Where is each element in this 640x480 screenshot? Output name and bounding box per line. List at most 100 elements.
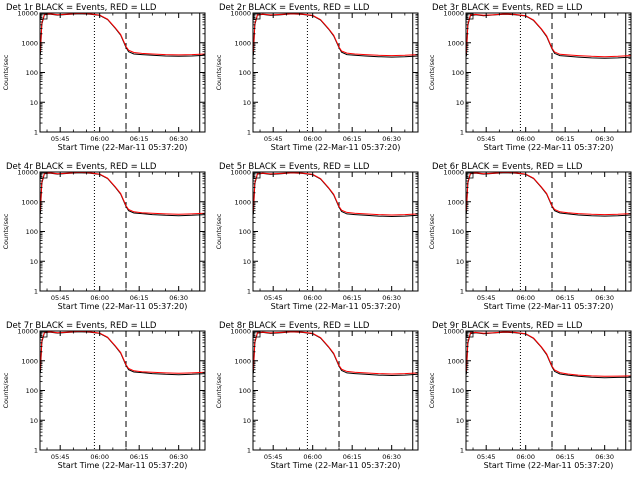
- corner-marker: [466, 331, 474, 338]
- panel-det-1r: Det 1r BLACK = Events, RED = LLD Counts/s…: [2, 3, 206, 152]
- y-tick-label: 100: [239, 69, 251, 77]
- x-tick-label: 06:00: [516, 294, 535, 302]
- y-tick-label: 1: [460, 447, 464, 455]
- y-tick-label: 1000: [21, 198, 38, 206]
- y-tick-label: 100: [452, 387, 464, 395]
- y-axis-label: Counts/sec: [2, 213, 10, 249]
- y-tick-label: 1: [247, 129, 251, 137]
- corner-marker: [466, 172, 474, 179]
- series-line-lld: [253, 13, 418, 57]
- panel-det-3r: Det 3r BLACK = Events, RED = LLD Counts/s…: [428, 3, 632, 152]
- plot-area: [253, 172, 418, 291]
- x-tick-label: 06:30: [595, 453, 614, 461]
- series-line-lld: [253, 331, 418, 375]
- chart-title: Det 2r BLACK = Events, RED = LLD: [219, 3, 370, 13]
- y-tick-label: 10: [456, 258, 464, 266]
- x-tick-label: 05:45: [264, 135, 283, 143]
- x-tick-label: 06:00: [303, 294, 322, 302]
- x-tick-label: 05:45: [51, 135, 70, 143]
- y-tick-label: 1: [34, 447, 38, 455]
- plot-area: [253, 13, 418, 132]
- x-tick-label: 05:45: [264, 294, 283, 302]
- x-axis-label: Start Time (22-Mar-11 05:37:20): [484, 143, 614, 152]
- x-axis-label: Start Time (22-Mar-11 05:37:20): [271, 302, 401, 311]
- y-tick-label: 10000: [443, 169, 464, 177]
- x-tick-label: 06:30: [595, 294, 614, 302]
- chart-title: Det 3r BLACK = Events, RED = LLD: [432, 3, 583, 13]
- panel-det-7r: Det 7r BLACK = Events, RED = LLD Counts/s…: [2, 321, 206, 470]
- plot-area: [466, 13, 631, 132]
- y-axis-label: Counts/sec: [215, 213, 223, 249]
- panel-det-2r: Det 2r BLACK = Events, RED = LLD Counts/s…: [215, 3, 419, 152]
- y-axis-label: Counts/sec: [428, 372, 436, 408]
- y-axis-label: Counts/sec: [215, 54, 223, 90]
- plot-area: [253, 331, 418, 450]
- plot-area: [40, 172, 205, 291]
- x-tick-label: 06:15: [343, 294, 362, 302]
- y-tick-label: 100: [26, 69, 38, 77]
- x-tick-label: 06:15: [556, 294, 575, 302]
- y-tick-label: 1: [460, 288, 464, 296]
- panel-det-9r: Det 9r BLACK = Events, RED = LLD Counts/s…: [428, 321, 632, 470]
- y-tick-label: 1: [247, 447, 251, 455]
- y-tick-label: 10: [30, 417, 38, 425]
- x-tick-label: 06:30: [169, 294, 188, 302]
- y-tick-label: 100: [26, 228, 38, 236]
- x-tick-label: 05:45: [477, 294, 496, 302]
- x-tick-label: 06:15: [556, 453, 575, 461]
- series-line-lld: [40, 13, 205, 56]
- y-tick-label: 1: [460, 129, 464, 137]
- x-tick-label: 05:45: [264, 453, 283, 461]
- y-tick-label: 10000: [230, 169, 251, 177]
- corner-marker: [40, 172, 48, 179]
- y-tick-label: 10: [243, 99, 251, 107]
- series-line-lld: [466, 331, 631, 377]
- x-tick-label: 06:00: [303, 453, 322, 461]
- series-line-lld: [40, 172, 205, 215]
- x-tick-label: 06:15: [130, 294, 149, 302]
- x-tick-label: 06:15: [343, 135, 362, 143]
- x-axis-label: Start Time (22-Mar-11 05:37:20): [484, 302, 614, 311]
- y-tick-label: 100: [239, 228, 251, 236]
- x-tick-label: 05:45: [51, 294, 70, 302]
- corner-marker: [253, 331, 261, 338]
- chart-title: Det 9r BLACK = Events, RED = LLD: [432, 321, 583, 331]
- corner-marker: [253, 13, 261, 20]
- panel-det-4r: Det 4r BLACK = Events, RED = LLD Counts/s…: [2, 162, 206, 311]
- y-tick-label: 10000: [230, 328, 251, 336]
- y-tick-label: 1000: [21, 39, 38, 47]
- y-tick-label: 10000: [443, 10, 464, 18]
- y-tick-label: 100: [239, 387, 251, 395]
- chart-title: Det 6r BLACK = Events, RED = LLD: [432, 162, 583, 172]
- chart-title: Det 8r BLACK = Events, RED = LLD: [219, 321, 370, 331]
- y-tick-label: 10: [30, 99, 38, 107]
- y-tick-label: 1: [34, 129, 38, 137]
- x-tick-label: 06:30: [382, 453, 401, 461]
- y-tick-label: 10: [456, 417, 464, 425]
- panel-det-8r: Det 8r BLACK = Events, RED = LLD Counts/s…: [215, 321, 419, 470]
- x-axis-label: Start Time (22-Mar-11 05:37:20): [58, 302, 188, 311]
- y-axis-label: Counts/sec: [2, 54, 10, 90]
- x-tick-label: 06:15: [556, 135, 575, 143]
- y-tick-label: 1: [34, 288, 38, 296]
- x-tick-label: 06:00: [516, 135, 535, 143]
- y-axis-label: Counts/sec: [428, 213, 436, 249]
- y-tick-label: 1000: [447, 39, 464, 47]
- series-line-lld: [466, 13, 631, 58]
- y-axis-label: Counts/sec: [2, 372, 10, 408]
- panel-det-6r: Det 6r BLACK = Events, RED = LLD Counts/s…: [428, 162, 632, 311]
- corner-marker: [40, 331, 48, 338]
- chart-title: Det 7r BLACK = Events, RED = LLD: [6, 321, 157, 331]
- x-tick-label: 06:15: [130, 453, 149, 461]
- y-axis-label: Counts/sec: [215, 372, 223, 408]
- y-tick-label: 10000: [17, 10, 38, 18]
- y-tick-label: 100: [452, 228, 464, 236]
- x-axis-label: Start Time (22-Mar-11 05:37:20): [58, 143, 188, 152]
- x-tick-label: 06:30: [169, 453, 188, 461]
- x-axis-label: Start Time (22-Mar-11 05:37:20): [484, 461, 614, 470]
- x-tick-label: 06:00: [90, 135, 109, 143]
- panel-det-5r: Det 5r BLACK = Events, RED = LLD Counts/s…: [215, 162, 419, 311]
- plot-area: [40, 331, 205, 450]
- x-tick-label: 06:00: [90, 294, 109, 302]
